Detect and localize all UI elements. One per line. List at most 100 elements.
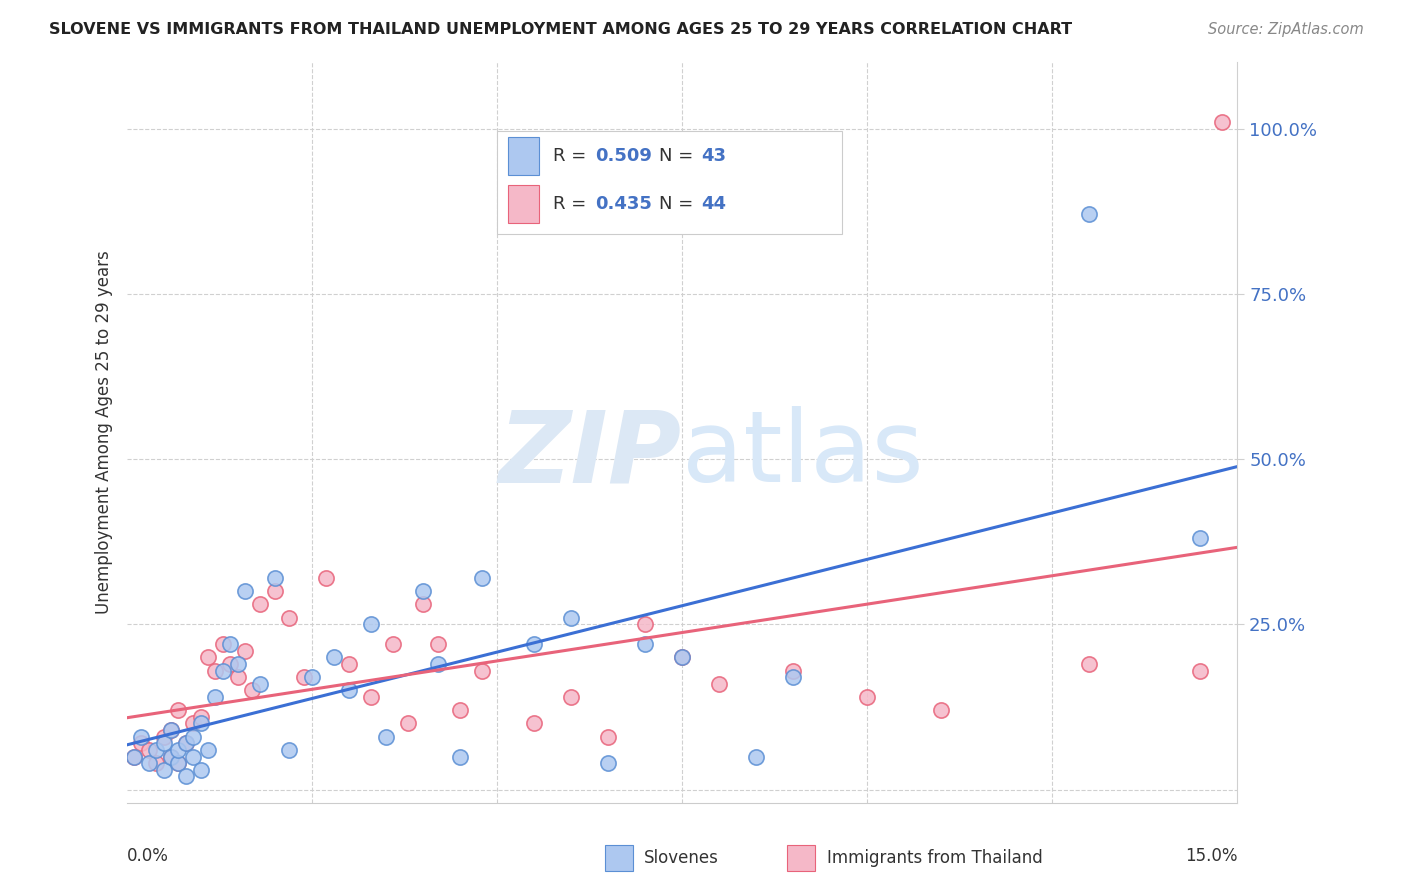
- Point: [929, 703, 952, 717]
- Point: [181, 716, 204, 731]
- Point: [782, 670, 804, 684]
- Point: [219, 657, 242, 671]
- Point: [242, 683, 264, 698]
- Text: atlas: atlas: [682, 407, 924, 503]
- Point: [396, 716, 419, 731]
- Point: [211, 637, 233, 651]
- Point: [249, 677, 271, 691]
- Point: [174, 736, 197, 750]
- Point: [190, 716, 212, 731]
- Text: Immigrants from Thailand: Immigrants from Thailand: [827, 849, 1042, 867]
- Point: [471, 664, 494, 678]
- Point: [523, 716, 546, 731]
- Point: [315, 571, 337, 585]
- Point: [1078, 657, 1101, 671]
- Point: [560, 690, 582, 704]
- Point: [226, 670, 249, 684]
- Text: SLOVENE VS IMMIGRANTS FROM THAILAND UNEMPLOYMENT AMONG AGES 25 TO 29 YEARS CORRE: SLOVENE VS IMMIGRANTS FROM THAILAND UNEM…: [49, 22, 1073, 37]
- Point: [167, 756, 190, 771]
- Point: [449, 749, 471, 764]
- Point: [138, 743, 160, 757]
- Point: [204, 664, 226, 678]
- Point: [160, 723, 183, 737]
- Point: [1211, 115, 1233, 129]
- Point: [131, 736, 153, 750]
- Text: Source: ZipAtlas.com: Source: ZipAtlas.com: [1208, 22, 1364, 37]
- Text: 44: 44: [702, 195, 725, 213]
- Text: R =: R =: [554, 147, 592, 165]
- Point: [292, 670, 315, 684]
- Point: [174, 769, 197, 783]
- Point: [167, 743, 190, 757]
- Point: [782, 664, 804, 678]
- Point: [131, 730, 153, 744]
- Text: 0.435: 0.435: [596, 195, 652, 213]
- Point: [190, 763, 212, 777]
- Point: [1078, 207, 1101, 221]
- Point: [634, 637, 657, 651]
- Point: [412, 598, 434, 612]
- Point: [671, 650, 693, 665]
- Point: [233, 584, 256, 599]
- Text: 0.509: 0.509: [596, 147, 652, 165]
- Point: [263, 584, 285, 599]
- Text: N =: N =: [659, 195, 699, 213]
- Point: [374, 730, 396, 744]
- Point: [167, 703, 190, 717]
- Point: [197, 743, 219, 757]
- Point: [337, 683, 360, 698]
- Point: [219, 637, 242, 651]
- Point: [174, 736, 197, 750]
- Point: [211, 664, 233, 678]
- Point: [152, 736, 174, 750]
- Point: [138, 756, 160, 771]
- Text: ZIP: ZIP: [499, 407, 682, 503]
- Text: R =: R =: [554, 195, 592, 213]
- Point: [856, 690, 879, 704]
- Point: [197, 650, 219, 665]
- Point: [412, 584, 434, 599]
- Point: [634, 617, 657, 632]
- Point: [596, 730, 619, 744]
- Point: [360, 617, 382, 632]
- Text: 15.0%: 15.0%: [1185, 847, 1237, 865]
- Point: [181, 749, 204, 764]
- Point: [278, 611, 301, 625]
- Point: [204, 690, 226, 704]
- Point: [160, 749, 183, 764]
- Point: [1189, 532, 1212, 546]
- Point: [382, 637, 405, 651]
- Point: [160, 749, 183, 764]
- Point: [426, 637, 449, 651]
- Text: 43: 43: [702, 147, 725, 165]
- Point: [152, 730, 174, 744]
- Point: [360, 690, 382, 704]
- Point: [560, 611, 582, 625]
- Point: [226, 657, 249, 671]
- Point: [122, 749, 145, 764]
- Point: [322, 650, 344, 665]
- Point: [449, 703, 471, 717]
- Point: [167, 756, 190, 771]
- Point: [301, 670, 323, 684]
- Text: N =: N =: [659, 147, 699, 165]
- Point: [671, 650, 693, 665]
- Point: [278, 743, 301, 757]
- Point: [122, 749, 145, 764]
- Point: [263, 571, 285, 585]
- Y-axis label: Unemployment Among Ages 25 to 29 years: Unemployment Among Ages 25 to 29 years: [94, 251, 112, 615]
- Point: [190, 710, 212, 724]
- Point: [523, 637, 546, 651]
- Point: [249, 598, 271, 612]
- Text: 0.0%: 0.0%: [127, 847, 169, 865]
- Point: [1189, 664, 1212, 678]
- Point: [181, 730, 204, 744]
- Text: Slovenes: Slovenes: [644, 849, 718, 867]
- Point: [707, 677, 730, 691]
- Point: [145, 756, 167, 771]
- Point: [337, 657, 360, 671]
- Point: [233, 644, 256, 658]
- Point: [145, 743, 167, 757]
- Point: [152, 763, 174, 777]
- Point: [745, 749, 768, 764]
